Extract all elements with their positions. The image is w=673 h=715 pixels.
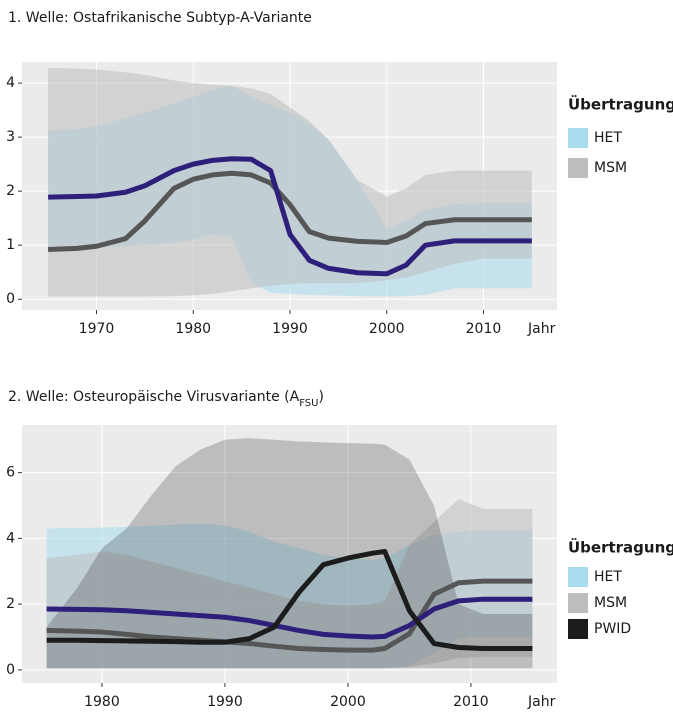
chart-title: 2. Welle: Osteuropäische Virusvariante (… [8,389,324,409]
title-suffix: ) [318,389,323,405]
x-tick-label: 2010 [453,694,489,710]
y-tick-label: 4 [6,75,15,91]
chart-title: 1. Welle: Ostafrikanische Subtyp-A-Varia… [8,10,312,26]
legend-swatch [568,158,588,178]
y-tick-label: 0 [6,662,15,678]
legend-label: HET [594,569,622,585]
y-tick-label: 6 [6,465,15,481]
x-tick-label: 2000 [369,321,405,337]
title-text: 2. Welle: Osteuropäische Virusvariante (… [8,389,300,405]
series-line [48,156,532,277]
legend-swatch [568,619,588,639]
confidence-band [48,67,532,297]
legend-label: MSM [594,595,627,611]
y-tick-label: 1 [6,237,15,253]
y-tick-label: 3 [6,129,15,145]
legend-swatch [568,128,588,148]
x-tick-label: 2000 [330,694,366,710]
x-tick-label: 2010 [466,321,502,337]
x-axis-label: Jahr [527,321,556,337]
x-tick-label: 1980 [84,694,120,710]
legend-title: Übertragung [568,95,673,114]
x-tick-label: 1980 [175,321,211,337]
legend-label: MSM [594,160,627,176]
x-tick-label: 1970 [79,321,115,337]
x-tick-label: 1990 [272,321,308,337]
y-tick-label: 2 [6,183,15,199]
legend-title: Übertragung [568,538,673,557]
x-tick-label: 1990 [207,694,243,710]
x-axis-label: Jahr [527,694,556,710]
series-line [46,578,533,653]
series-line [48,170,532,252]
legend-swatch [568,567,588,587]
legend-swatch [568,593,588,613]
y-tick-label: 0 [6,291,15,307]
series-line [46,549,533,651]
title-subscript: FSU [299,398,318,409]
y-tick-label: 2 [6,596,15,612]
legend-label: PWID [594,621,631,637]
legend-label: HET [594,130,622,146]
series-line [46,596,533,640]
y-tick-label: 4 [6,530,15,546]
